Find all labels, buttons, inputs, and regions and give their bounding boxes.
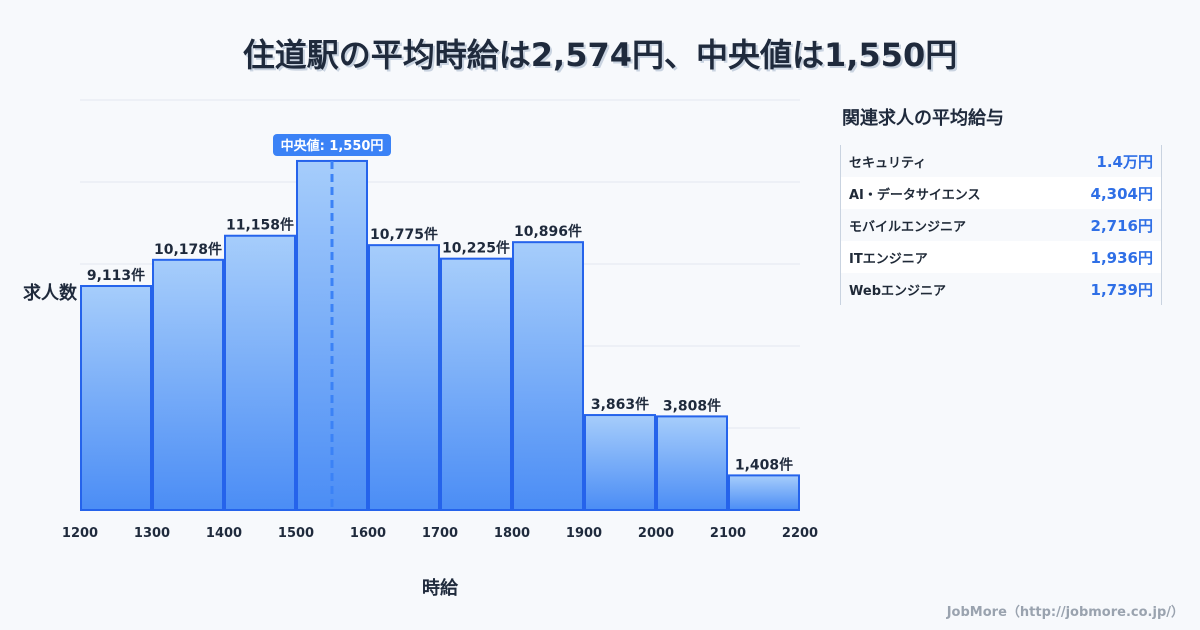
x-tick-label: 1200 <box>62 526 98 541</box>
job-name: Webエンジニア <box>849 283 946 299</box>
bar-value-label: 10,178件 <box>154 241 222 258</box>
chart-title: 住道駅の平均時給は2,574円、中央値は1,550円 <box>242 36 958 74</box>
histogram-bar <box>440 257 512 512</box>
job-name: モバイルエンジニア <box>849 219 967 235</box>
bar-value-label: 10,896件 <box>514 223 582 240</box>
histogram-bar <box>224 234 296 512</box>
y-axis-label: 求人数 <box>23 282 78 304</box>
job-name: セキュリティ <box>849 155 927 171</box>
bar-value-label: 1,408件 <box>735 456 793 473</box>
related-job-row: AI・データサイエンス 4,304円 <box>841 177 1161 209</box>
bar-value-label: 9,113件 <box>87 267 145 284</box>
bar-value-label: 3,863件 <box>591 396 649 413</box>
related-job-row: ITエンジニア 1,936円 <box>841 241 1161 273</box>
job-wage: 1,936円 <box>1090 248 1153 267</box>
job-wage: 1.4万円 <box>1096 152 1153 171</box>
x-axis-label: 時給 <box>422 577 459 599</box>
x-tick-label: 1800 <box>494 526 530 541</box>
bar-value-label: 10,225件 <box>442 240 510 257</box>
histogram-bar <box>512 241 584 511</box>
histogram-bar <box>728 474 800 512</box>
x-tick-label: 1900 <box>566 526 602 541</box>
job-wage: 2,716円 <box>1090 216 1153 235</box>
x-tick-label: 2000 <box>638 526 674 541</box>
median-label: 中央値: 1,550円 <box>281 138 384 154</box>
job-name: AI・データサイエンス <box>849 187 981 203</box>
footer-credit: JobMore（http://jobmore.co.jp/） <box>946 605 1184 620</box>
x-tick-label: 1600 <box>350 526 386 541</box>
histogram-bar <box>80 284 152 511</box>
x-tick-label: 2200 <box>782 526 818 541</box>
bar-value-label: 10,775件 <box>370 226 438 243</box>
related-jobs-title: 関連求人の平均給与 <box>842 108 1004 129</box>
x-tick-label: 1500 <box>278 526 314 541</box>
related-jobs-table: セキュリティ 1.4万円 AI・データサイエンス 4,304円モバイルエンジニア 2,7… <box>840 145 1162 305</box>
histogram-bar <box>152 258 224 511</box>
x-tick-label: 2100 <box>710 526 746 541</box>
bar-value-label: 11,158件 <box>226 217 294 234</box>
histogram-bar <box>584 414 656 512</box>
x-tick-label: 1700 <box>422 526 458 541</box>
histogram-bar <box>656 415 728 511</box>
median-badge <box>273 134 391 156</box>
x-tick-label: 1300 <box>134 526 170 541</box>
related-job-row: モバイルエンジニア 2,716円 <box>841 209 1161 241</box>
job-name: ITエンジニア <box>849 251 928 267</box>
related-job-row: Webエンジニア 1,739円 <box>841 273 1161 305</box>
histogram-bar <box>368 244 440 511</box>
x-tick-label: 1400 <box>206 526 242 541</box>
job-wage: 4,304円 <box>1090 184 1153 203</box>
bar-value-label: 3,808件 <box>663 397 721 414</box>
related-job-row: セキュリティ 1.4万円 <box>841 145 1161 177</box>
job-wage: 1,739円 <box>1090 280 1153 299</box>
